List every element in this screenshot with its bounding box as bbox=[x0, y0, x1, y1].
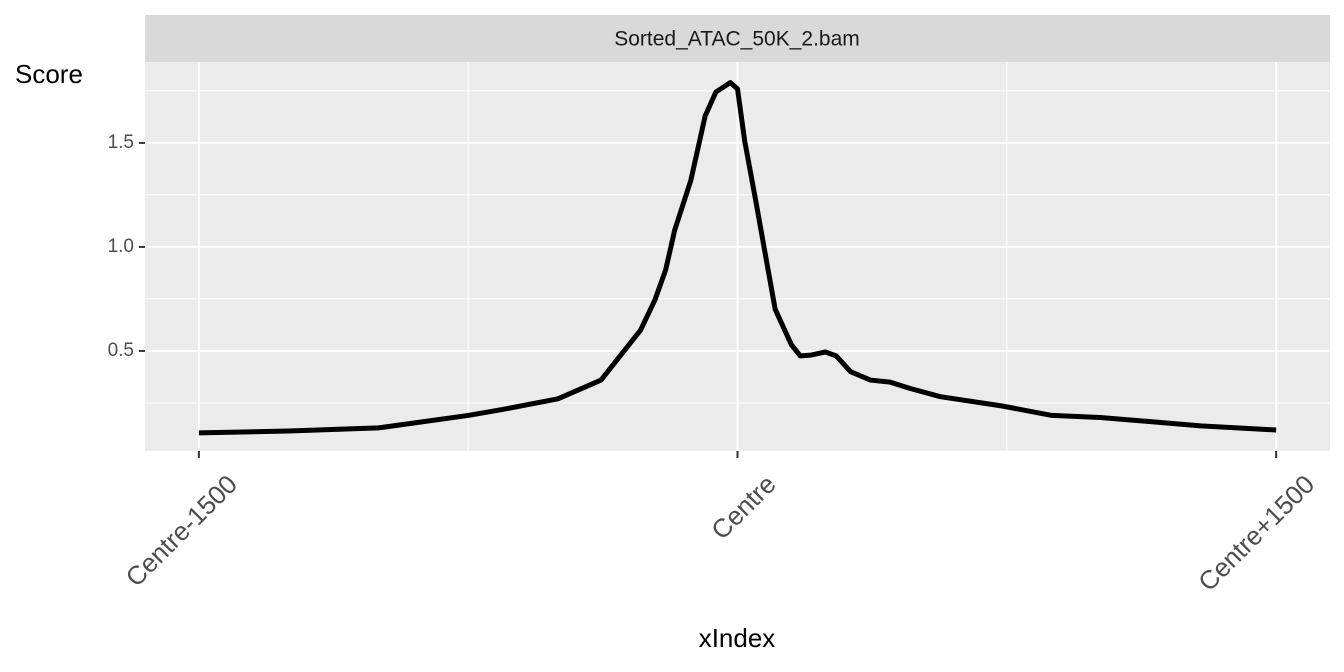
y-tick-label: 1.0 bbox=[108, 236, 134, 257]
y-tick-label: 1.5 bbox=[108, 132, 134, 153]
y-axis-label: Score bbox=[15, 59, 83, 89]
series-line bbox=[198, 80, 1277, 436]
x-tick-label: Centre+1500 bbox=[1192, 469, 1320, 597]
y-tick-label: 0.5 bbox=[108, 340, 134, 361]
x-axis-label: xIndex bbox=[699, 623, 776, 653]
strip bbox=[145, 15, 1330, 62]
x-tick-label: Centre-1500 bbox=[120, 469, 243, 592]
strip-title: Sorted_ATAC_50K_2.bam bbox=[614, 28, 860, 51]
x-tick-label: Centre bbox=[705, 469, 781, 545]
